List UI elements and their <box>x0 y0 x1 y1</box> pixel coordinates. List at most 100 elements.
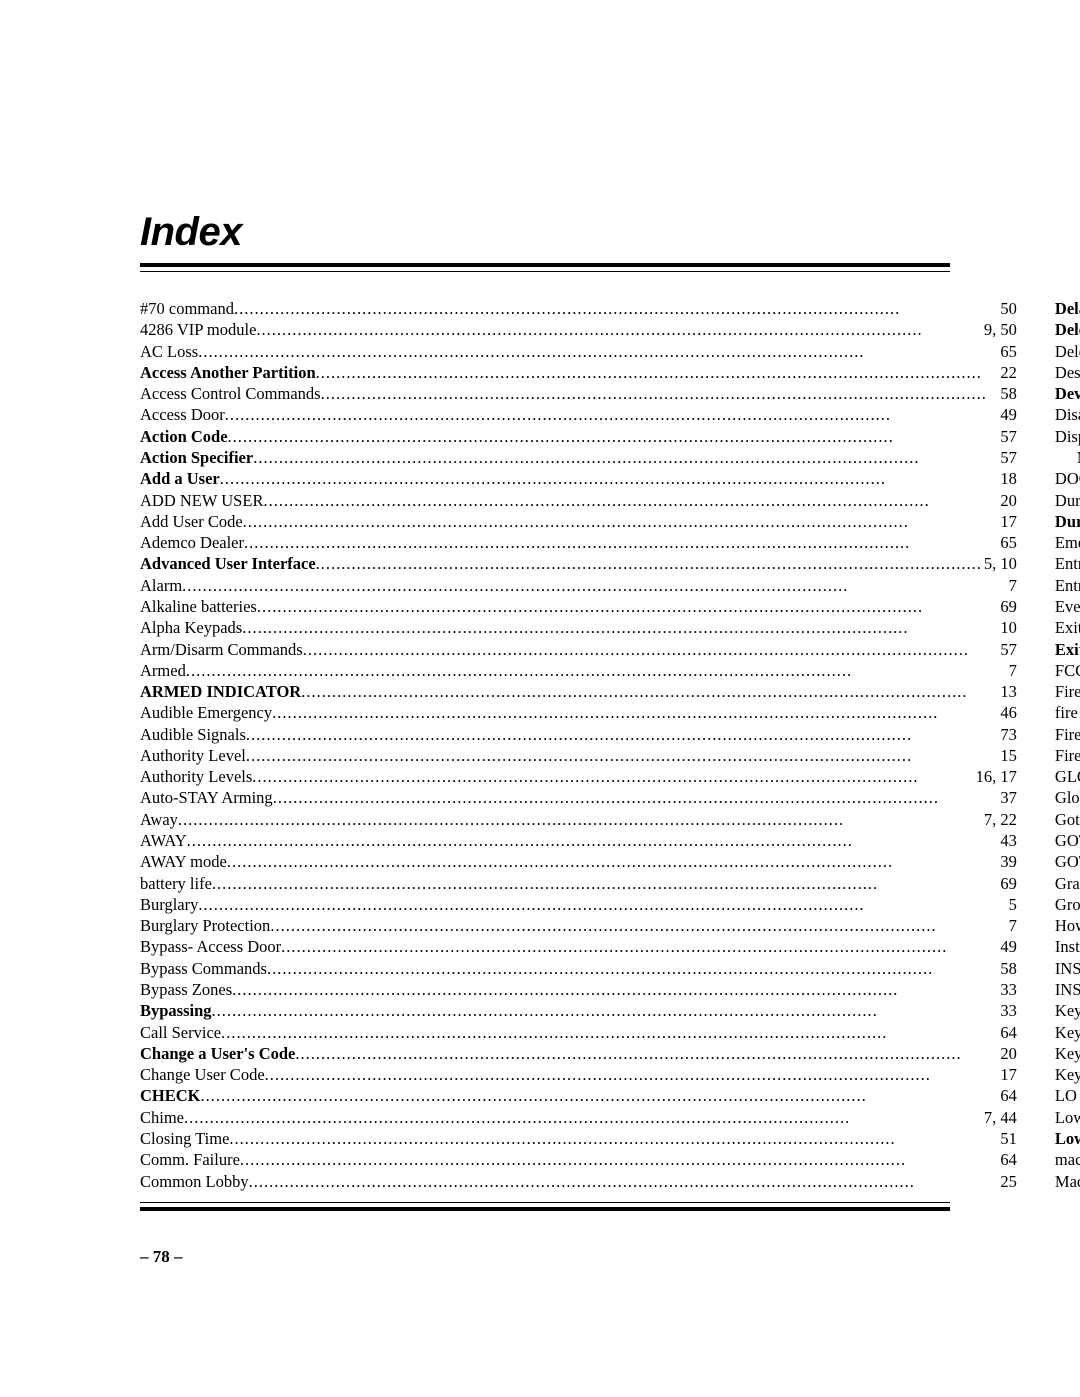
index-term: Action Code <box>140 426 228 447</box>
index-entry: Call Service64 <box>140 1022 1017 1043</box>
index-term: Low Battery <box>1055 1107 1080 1128</box>
index-page-ref: 5, 10 <box>982 553 1017 574</box>
index-page-ref: 37 <box>998 787 1017 808</box>
index-entry: Descriptors32 <box>1055 362 1080 383</box>
index-entry: Event Log Procedures60 <box>1055 596 1080 617</box>
index-page-ref: 7 <box>1007 660 1017 681</box>
leader-dots <box>256 319 982 340</box>
index-entry: INSTANT mode38 <box>1055 979 1080 1000</box>
index-term: GOTO Command <box>1055 851 1080 872</box>
index-entry: Exit Delay14 <box>1055 617 1080 638</box>
index-term: Ademco Dealer <box>140 532 244 553</box>
index-entry: Fire5, 46 <box>1055 681 1080 702</box>
top-rule <box>140 263 950 272</box>
index-page-ref: 7, 22 <box>982 809 1017 830</box>
index-term: Fire Display Lock <box>1055 724 1080 745</box>
index-entry: Global Arming22 <box>1055 787 1080 808</box>
index-term: Group Bypass <box>1055 894 1080 915</box>
index-term: Global Arming <box>1055 787 1080 808</box>
index-column-left: #70 command504286 VIP module9, 50AC Loss… <box>140 298 1017 1192</box>
index-term: Burglary <box>140 894 198 915</box>
index-entry: Grant- Access Door49 <box>1055 873 1080 894</box>
index-page-ref: 50 <box>998 298 1017 319</box>
index-entry: Duress Code15 <box>1055 511 1080 532</box>
leader-dots <box>198 341 998 362</box>
index-entry: Low Battery69 <box>1055 1107 1080 1128</box>
index-term: Advanced User Interface <box>140 553 316 574</box>
index-entry: Exit User Edit Mode17 <box>1055 639 1080 660</box>
index-entry: Access Control Commands58 <box>140 383 1017 404</box>
leader-dots <box>232 979 998 1000</box>
index-page-ref: 17 <box>998 1064 1017 1085</box>
index-page-ref: 58 <box>998 958 1017 979</box>
leader-dots <box>229 1128 998 1149</box>
leader-dots <box>227 851 999 872</box>
index-term: battery life <box>140 873 212 894</box>
index-term: Authority Level <box>140 745 246 766</box>
index-entry: Keyswitch43 <box>1055 1064 1080 1085</box>
index-entry: Advanced User Interface 5, 10 <box>140 553 1017 574</box>
index-entry: How to Use Panel Linking27 <box>1055 915 1080 936</box>
leader-dots <box>186 660 1007 681</box>
index-term: Delete User Code <box>1055 341 1080 362</box>
index-term: Emergency <box>1055 532 1080 553</box>
index-term: GLOBAL ARM <box>1055 766 1080 787</box>
leader-dots <box>178 809 982 830</box>
index-page-ref: 5 <box>1007 894 1017 915</box>
index-entry: macro47 <box>1055 1149 1080 1170</box>
index-term: Entry Delay <box>1055 553 1080 574</box>
index-term: Audible Emergency <box>140 702 272 723</box>
index-entry: AWAY mode39 <box>140 851 1017 872</box>
index-term: Fire Protection <box>1055 745 1080 766</box>
index-page-ref: 64 <box>998 1022 1017 1043</box>
index-page-ref: 7, 44 <box>982 1107 1017 1128</box>
leader-dots <box>246 745 999 766</box>
index-entry: Bypass- Access Door49 <box>140 936 1017 957</box>
index-entry: Disarm42 <box>1055 404 1080 425</box>
index-entry: Authority Levels16, 17 <box>140 766 1017 787</box>
index-entry: Fire Protection6 <box>1055 745 1080 766</box>
leader-dots <box>212 1000 999 1021</box>
index-entry: Access Another Partition22 <box>140 362 1017 383</box>
index-entry: Arm/Disarm Commands57 <box>140 639 1017 660</box>
index-term: Armed <box>140 660 186 681</box>
index-page-ref: 64 <box>998 1085 1017 1106</box>
index-entry: Alkaline batteries69 <box>140 596 1017 617</box>
leader-dots <box>316 362 999 383</box>
index-entry: Access Door49 <box>140 404 1017 425</box>
index-entry: Armed 7 <box>140 660 1017 681</box>
index-page-ref: 39 <box>998 851 1017 872</box>
index-page-ref: 10 <box>998 617 1017 638</box>
index-entry: Low Battery Warning70 <box>1055 1128 1080 1149</box>
index-entry: Add a User18 <box>140 468 1017 489</box>
leader-dots <box>281 936 998 957</box>
index-term: INSTANT <box>1055 958 1080 979</box>
leader-dots <box>321 383 999 404</box>
index-term: Access Door <box>140 404 225 425</box>
index-page-ref: 46 <box>998 702 1017 723</box>
index-entry: Auto-STAY Arming37 <box>140 787 1017 808</box>
leader-dots <box>228 426 999 447</box>
index-entry: Change a User's Code20 <box>140 1043 1017 1064</box>
index-term: Entry/Exit <box>1055 575 1080 596</box>
index-term: Bypassing <box>140 1000 212 1021</box>
index-term: Keypad <box>1055 1000 1080 1021</box>
index-entry: Audible Signals73 <box>140 724 1017 745</box>
leader-dots <box>246 724 999 745</box>
index-term: Goto <box>1055 809 1080 830</box>
index-entry: GOTO Command8 <box>1055 851 1080 872</box>
leader-dots <box>295 1043 998 1064</box>
index-term: DOC <box>1055 468 1080 489</box>
index-entry: Instant7, 22 <box>1055 936 1080 957</box>
index-term: 4286 VIP module <box>140 319 256 340</box>
index-entry: 4286 VIP module9, 50 <box>140 319 1017 340</box>
index-entry: Action Specifier57 <box>140 447 1017 468</box>
leader-dots <box>265 1064 999 1085</box>
index-page-ref: 58 <box>998 383 1017 404</box>
index-term: ARMED INDICATOR <box>140 681 301 702</box>
index-page-ref: 18 <box>998 468 1017 489</box>
leader-dots <box>225 404 999 425</box>
index-page-ref: 17 <box>998 511 1017 532</box>
index-term: Fire <box>1055 681 1080 702</box>
index-term: Keypad back lighting <box>1055 1022 1080 1043</box>
